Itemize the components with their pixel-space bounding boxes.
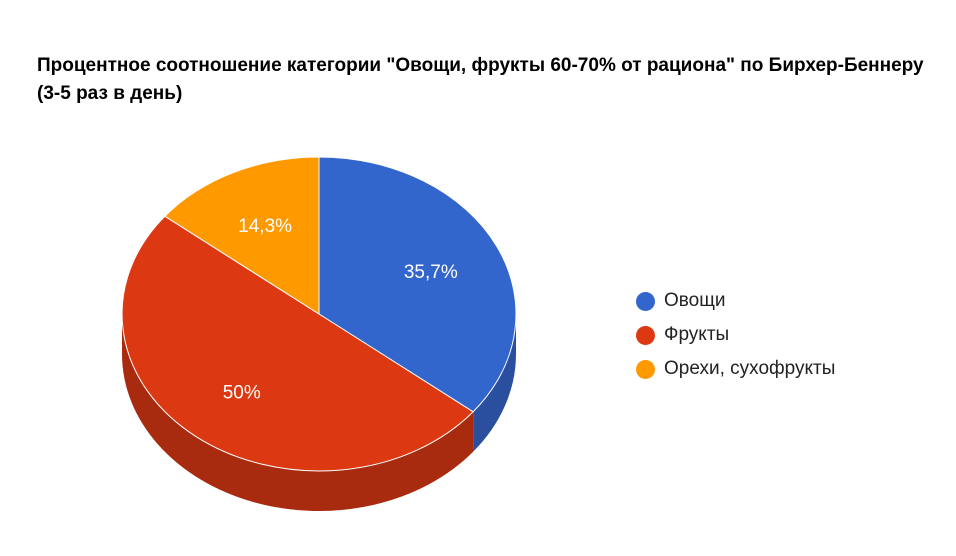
slice-vegetables-label: 35,7% bbox=[404, 262, 458, 283]
legend-swatch-fruits bbox=[636, 325, 655, 345]
slice-fruits[interactable] bbox=[121, 215, 474, 472]
slice-nuts-label: 14,3% bbox=[238, 216, 292, 237]
legend: Овощи Фрукты Орехи, сухофрукты bbox=[636, 284, 835, 386]
slice-vegetables[interactable] bbox=[318, 156, 517, 413]
legend-item-vegetables[interactable]: Овощи bbox=[636, 284, 835, 318]
pie-side-walls bbox=[122, 314, 516, 511]
chart-title: Процентное соотношение категории "Овощи,… bbox=[37, 55, 924, 104]
legend-swatch-vegetables bbox=[636, 291, 655, 311]
slice-vegetables-side bbox=[473, 314, 516, 452]
legend-swatch-nuts bbox=[636, 359, 655, 379]
slice-fruits-side bbox=[122, 314, 474, 511]
slice-fruits-label: 50% bbox=[223, 382, 261, 403]
legend-item-nuts[interactable]: Орехи, сухофрукты bbox=[636, 352, 835, 386]
legend-label-vegetables: Овощи bbox=[664, 290, 726, 311]
slice-nuts[interactable] bbox=[164, 156, 320, 315]
legend-label-nuts: Орехи, сухофрукты bbox=[664, 358, 836, 379]
legend-item-fruits[interactable]: Фрукты bbox=[636, 318, 835, 352]
legend-label-fruits: Фрукты bbox=[664, 324, 730, 345]
